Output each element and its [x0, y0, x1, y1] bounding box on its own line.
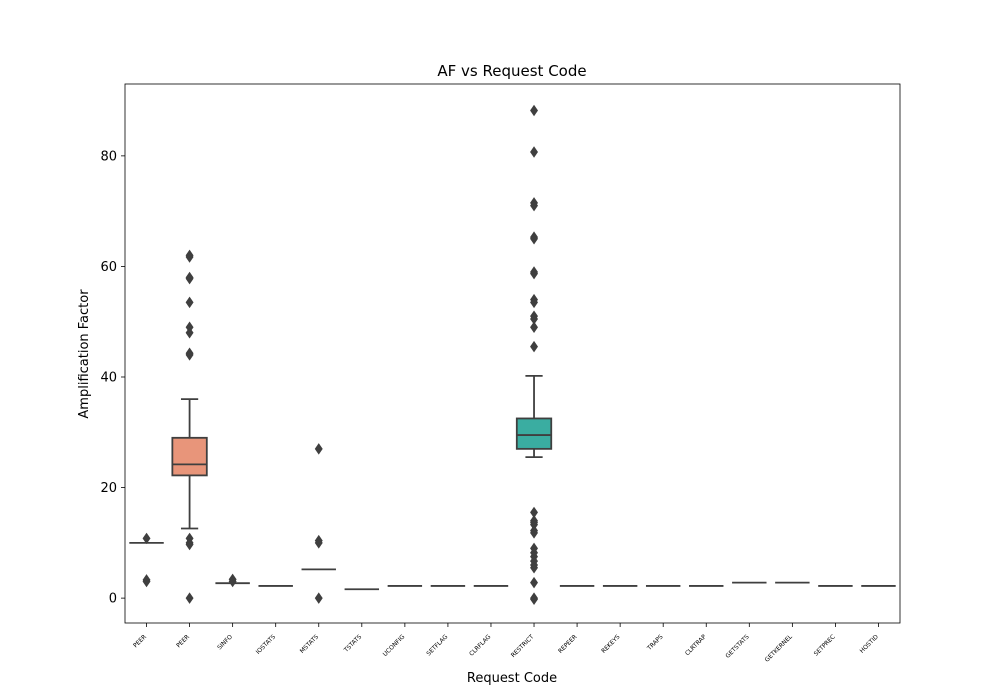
x-tick-label: MSTATS	[299, 633, 321, 655]
x-tick-label: PEER	[175, 633, 191, 649]
outlier-point	[530, 146, 538, 158]
y-axis-label: Amplification Factor	[77, 289, 92, 419]
box-iqr	[171, 436, 208, 477]
chart-title: AF vs Request Code	[437, 62, 586, 80]
outlier-point	[185, 592, 194, 604]
outlier-point	[530, 527, 538, 539]
x-tick-label: TRAPS	[645, 633, 664, 652]
y-tick-label: 20	[100, 481, 117, 496]
outlier-point	[530, 576, 538, 589]
outlier-point	[530, 296, 538, 309]
outlier-point	[185, 349, 194, 361]
outlier-point	[185, 538, 194, 551]
outlier-point	[530, 104, 538, 117]
plot-area: 0 20 40 60 80 PEER PEER SINFO IOSTATS MSTATS TSTAT…	[100, 83, 901, 664]
outlier-point	[142, 532, 151, 545]
outlier-point	[530, 340, 538, 353]
x-tick-label: SETPREC	[813, 633, 837, 657]
y-tick-label: 0	[109, 592, 117, 607]
outlier-point	[185, 296, 194, 309]
outlier-point	[530, 593, 538, 605]
outlier-point	[185, 272, 194, 285]
x-tick-label: TSTATS	[342, 633, 363, 654]
plot-frame	[124, 83, 901, 624]
outlier-point	[530, 321, 538, 333]
x-tick-label: RESTRICT	[510, 633, 536, 659]
outlier-point	[314, 537, 323, 549]
x-tick-label: SINFO	[216, 633, 234, 651]
x-tick-label: IOSTATS	[255, 633, 277, 655]
outlier-point	[530, 199, 538, 212]
box-iqr	[515, 417, 553, 450]
outlier-point	[314, 443, 323, 455]
y-tick-label: 60	[100, 260, 117, 275]
x-tick-label: CLRFLAG	[468, 633, 492, 657]
x-tick-label: GETKERNEL	[764, 633, 795, 664]
outlier-point	[530, 267, 538, 280]
outlier-point	[228, 575, 237, 588]
x-tick-label: REKEYS	[600, 633, 621, 654]
x-tick-label: UCONFIG	[382, 633, 407, 658]
x-tick-label: PEER	[132, 633, 148, 649]
x-tick-label: HOSTID	[859, 633, 881, 655]
outlier-point	[530, 561, 538, 574]
y-tick-label: 80	[100, 149, 117, 164]
outlier-point	[185, 251, 194, 263]
y-tick-label: 40	[100, 370, 117, 385]
x-tick-label: SETFLAG	[425, 633, 449, 657]
outlier-point	[314, 592, 323, 604]
x-tick-label: REPEER	[557, 633, 578, 654]
outlier-point	[530, 233, 538, 245]
x-tick-label: CLRTRAP	[684, 633, 708, 657]
outlier-point	[185, 327, 194, 339]
x-axis-label: Request Code	[467, 671, 557, 686]
x-tick-label: GETSTATS	[724, 633, 750, 659]
outlier-point	[142, 575, 151, 588]
